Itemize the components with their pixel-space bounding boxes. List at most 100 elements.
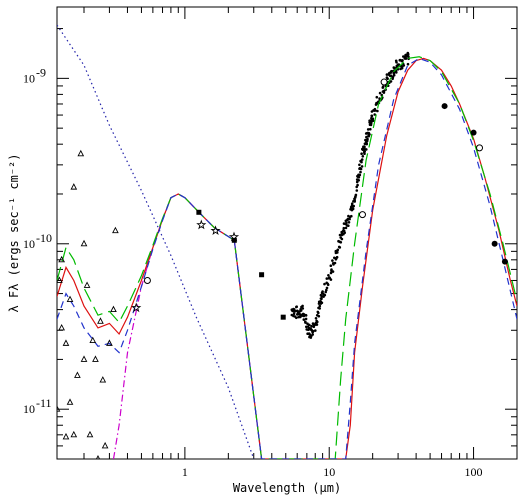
triangle-point (57, 405, 61, 412)
triangle-point (86, 430, 94, 438)
scan-point (397, 63, 401, 66)
scan-point (334, 258, 338, 261)
triangle-point (66, 295, 74, 303)
scan-point (366, 137, 369, 141)
x-axis-label: Wavelength (μm) (233, 481, 341, 495)
scan-point (389, 80, 393, 83)
scan-point (301, 307, 305, 310)
model-curve-5 (57, 57, 517, 459)
scan-point (347, 224, 350, 227)
scan-point (350, 202, 354, 205)
scan-point (317, 314, 321, 318)
scan-point (360, 160, 363, 164)
triangle-point (62, 339, 70, 346)
scan-point (338, 246, 342, 249)
x-tick-label: 1 (182, 465, 188, 479)
scan-point (348, 217, 351, 221)
scan-point (407, 55, 410, 58)
scan-point (344, 226, 348, 230)
scan-point (355, 189, 359, 192)
scan-point (321, 290, 324, 293)
scan-point (304, 314, 308, 317)
scan-point (325, 288, 328, 292)
scan-point (295, 316, 298, 320)
filled-circle-point (491, 240, 498, 247)
triangle-point (70, 183, 78, 190)
scan-point (375, 95, 379, 99)
scan-point (401, 59, 404, 62)
open-circle-point (143, 276, 151, 284)
open-circle-point (380, 78, 388, 86)
scan-point (358, 163, 361, 167)
scan-point (336, 251, 339, 254)
scan-point (392, 73, 396, 77)
star-point (210, 225, 221, 236)
scan-point (329, 271, 333, 275)
scan-point (320, 297, 323, 301)
scan-point (295, 305, 298, 309)
square-point (259, 272, 265, 278)
y-tick-label: 10 (23, 237, 35, 251)
scan-point (354, 193, 358, 197)
open-circle-point (358, 211, 366, 219)
scan-point (373, 113, 377, 116)
scan-point (378, 91, 382, 95)
scan-point (365, 148, 368, 151)
scan-point (329, 278, 333, 281)
scan-point (352, 204, 356, 208)
scan-point (363, 152, 366, 155)
square-point (280, 314, 286, 320)
scan-point (391, 76, 395, 79)
triangle-point (77, 149, 85, 157)
triangle-point (62, 432, 70, 440)
triangle-point (66, 398, 74, 405)
scan-point (311, 329, 315, 333)
scan-point (393, 66, 396, 70)
scan-point (386, 77, 389, 80)
scan-point (331, 259, 334, 262)
scan-point (359, 167, 363, 171)
model-curves (57, 24, 517, 459)
scan-point (309, 336, 313, 339)
scan-point (329, 264, 333, 268)
y-tick-exponent: -11 (36, 396, 52, 410)
scan-point (340, 237, 344, 241)
scan-point (361, 155, 365, 158)
scan-point (369, 127, 372, 131)
scan-point (345, 221, 348, 225)
observation-markers (57, 78, 508, 459)
triangle-point (97, 317, 104, 324)
square-point (196, 209, 202, 215)
x-tick-label: 10 (323, 465, 335, 479)
triangle-point (57, 276, 63, 283)
scan-point (292, 312, 296, 316)
triangle-point (58, 323, 65, 331)
scan-point (342, 226, 346, 230)
scan-point (361, 147, 364, 151)
triangle-point (80, 239, 88, 247)
scan-point (310, 324, 313, 328)
scan-point (339, 241, 343, 244)
scan-point (371, 117, 375, 120)
scan-point (370, 114, 374, 118)
scan-point (331, 270, 335, 273)
scan-point (369, 123, 373, 127)
y-tick-label: 10 (23, 71, 35, 85)
triangle-point (99, 376, 107, 383)
scan-point (316, 320, 319, 324)
scan-point (402, 64, 406, 67)
scan-point (376, 109, 379, 113)
iras-scan-points (290, 51, 410, 339)
scan-point (325, 277, 329, 280)
scan-point (326, 283, 330, 287)
star-point (196, 219, 207, 230)
scan-point (304, 321, 307, 324)
scan-point (368, 133, 371, 136)
scan-point (343, 231, 347, 235)
scan-point (350, 214, 353, 218)
y-tick-label: 10 (23, 402, 35, 416)
triangle-point (58, 255, 65, 263)
scan-point (316, 310, 320, 314)
